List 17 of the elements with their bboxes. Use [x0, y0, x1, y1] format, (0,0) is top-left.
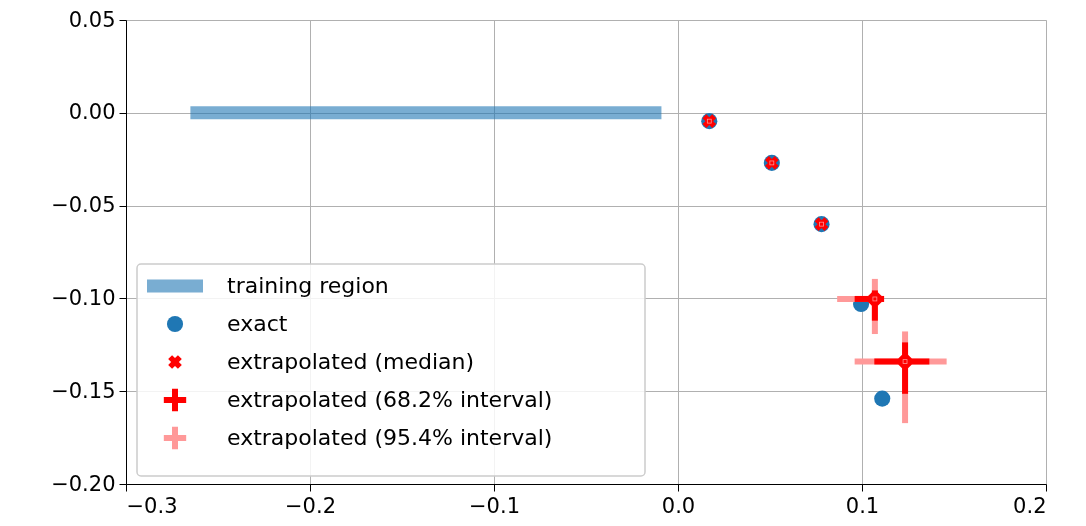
y-tick-label: −0.20	[51, 471, 116, 496]
x-tick-label: 0.0	[661, 493, 696, 518]
x-tick-label: −0.3	[126, 493, 178, 518]
y-tick-label: −0.10	[51, 285, 116, 310]
y-tick-label: −0.05	[51, 193, 116, 218]
y-tick-label: 0.00	[68, 100, 116, 125]
x-tick-label: 0.2	[1013, 493, 1047, 518]
y-tick-label: −0.15	[51, 378, 116, 403]
legend-label: exact	[227, 311, 288, 336]
legend-label: extrapolated (68.2% interval)	[227, 387, 553, 412]
x-tick-label: 0.1	[845, 493, 880, 518]
legend-label: training region	[227, 273, 389, 298]
legend-label: extrapolated (median)	[227, 349, 475, 374]
y-tick-label: 0.05	[68, 7, 116, 32]
x-tick-label: −0.1	[469, 493, 520, 518]
legend-label: extrapolated (95.4% interval)	[227, 425, 553, 450]
x-tick-label: −0.2	[285, 493, 336, 518]
